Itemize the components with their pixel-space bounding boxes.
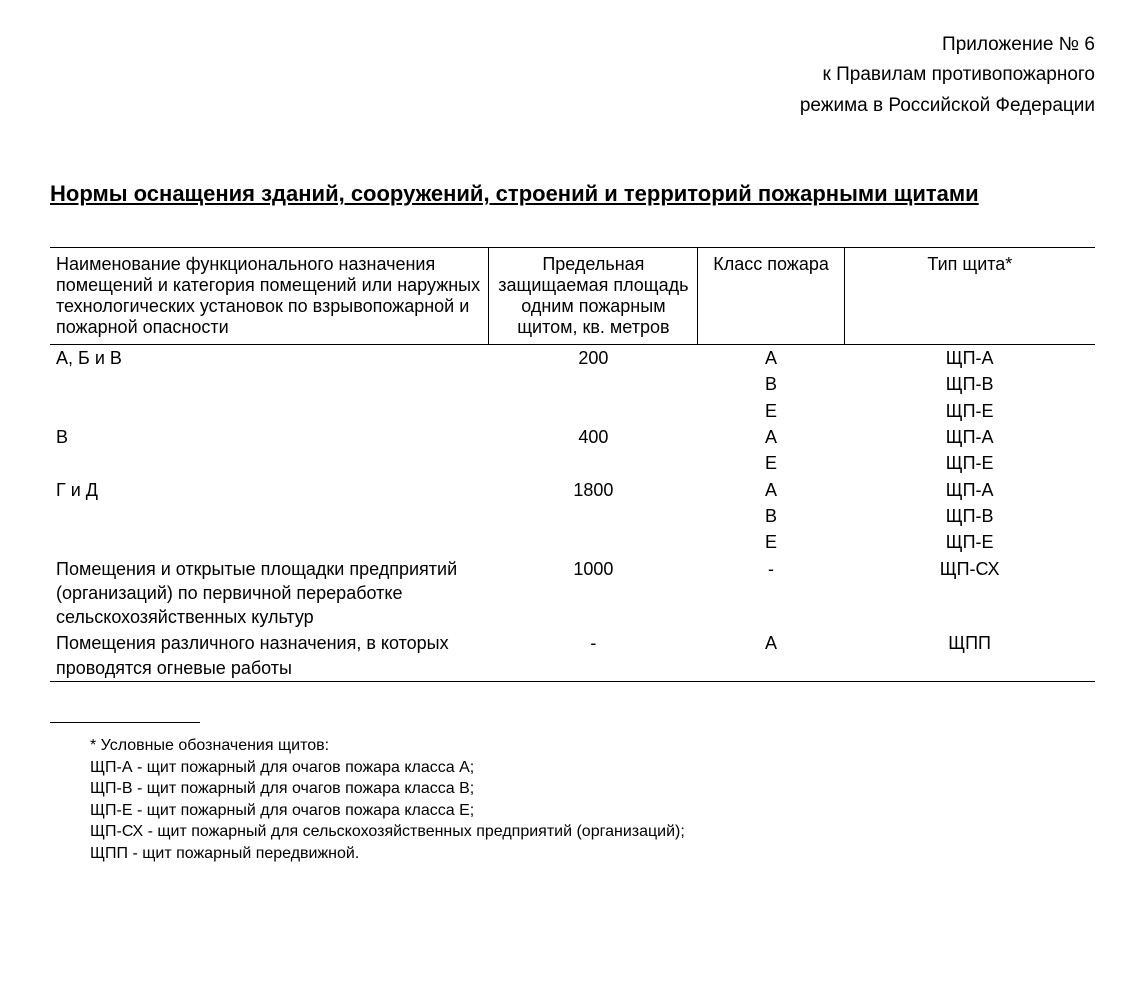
cell-name — [50, 398, 489, 424]
cell-type: ЩП-СХ — [844, 556, 1095, 631]
footnote-item: ЩП-Е - щит пожарный для очагов пожара кл… — [90, 800, 1095, 822]
cell-class: А — [698, 630, 844, 681]
table-row: Г и Д1800АЩП-А — [50, 477, 1095, 503]
table-body: А, Б и В200АЩП-АВЩП-ВЕЩП-ЕВ400АЩП-АЕЩП-Е… — [50, 345, 1095, 682]
header-line-1: Приложение № 6 — [50, 30, 1095, 60]
col-header-type: Тип щита* — [844, 248, 1095, 345]
cell-area: 400 — [489, 424, 698, 450]
footnote-item: ЩП-СХ - щит пожарный для сельскохозяйств… — [90, 821, 1095, 843]
cell-type: ЩП-В — [844, 371, 1095, 397]
footnote-item: ЩП-А - щит пожарный для очагов пожара кл… — [90, 757, 1095, 779]
cell-type: ЩП-Е — [844, 398, 1095, 424]
footnote-separator — [50, 722, 200, 723]
cell-class: А — [698, 477, 844, 503]
cell-type: ЩП-А — [844, 345, 1095, 372]
document-title: Нормы оснащения зданий, сооружений, стро… — [50, 181, 1095, 207]
footnote-item: ЩП-В - щит пожарный для очагов пожара кл… — [90, 778, 1095, 800]
cell-class: Е — [698, 398, 844, 424]
cell-type: ЩПП — [844, 630, 1095, 681]
table-row: ЕЩП-Е — [50, 450, 1095, 476]
cell-class: Е — [698, 450, 844, 476]
cell-name — [50, 503, 489, 529]
cell-name — [50, 371, 489, 397]
cell-area — [489, 450, 698, 476]
cell-name — [50, 529, 489, 555]
cell-area: 200 — [489, 345, 698, 372]
cell-area — [489, 398, 698, 424]
cell-class: А — [698, 424, 844, 450]
footnote-item: ЩПП - щит пожарный передвижной. — [90, 843, 1095, 865]
cell-type: ЩП-А — [844, 477, 1095, 503]
col-header-name: Наименование функционального назначения … — [50, 248, 489, 345]
cell-class: В — [698, 371, 844, 397]
cell-area — [489, 371, 698, 397]
table-row: ЕЩП-Е — [50, 529, 1095, 555]
cell-class: А — [698, 345, 844, 372]
cell-class: - — [698, 556, 844, 631]
table-row: А, Б и В200АЩП-А — [50, 345, 1095, 372]
cell-area: 1000 — [489, 556, 698, 631]
document-header: Приложение № 6 к Правилам противопожарно… — [50, 30, 1095, 121]
cell-name — [50, 450, 489, 476]
standards-table: Наименование функционального назначения … — [50, 247, 1095, 682]
cell-name: Помещения и открытые площадки предприяти… — [50, 556, 489, 631]
footnote-intro: * Условные обозначения щитов: — [90, 735, 1095, 757]
cell-class: Е — [698, 529, 844, 555]
table-row: В400АЩП-А — [50, 424, 1095, 450]
cell-name: Г и Д — [50, 477, 489, 503]
cell-type: ЩП-Е — [844, 450, 1095, 476]
table-row: ВЩП-В — [50, 503, 1095, 529]
table-row: ВЩП-В — [50, 371, 1095, 397]
cell-class: В — [698, 503, 844, 529]
cell-type: ЩП-А — [844, 424, 1095, 450]
table-header-row: Наименование функционального назначения … — [50, 248, 1095, 345]
header-line-3: режима в Российской Федерации — [50, 91, 1095, 121]
cell-name: В — [50, 424, 489, 450]
header-line-2: к Правилам противопожарного — [50, 60, 1095, 90]
footnotes: * Условные обозначения щитов: ЩП-А - щит… — [90, 735, 1095, 865]
cell-area: 1800 — [489, 477, 698, 503]
table-row: Помещения и открытые площадки предприяти… — [50, 556, 1095, 631]
cell-area — [489, 503, 698, 529]
cell-name: А, Б и В — [50, 345, 489, 372]
cell-name: Помещения различного назначения, в котор… — [50, 630, 489, 681]
col-header-class: Класс пожара — [698, 248, 844, 345]
table-row: Помещения различного назначения, в котор… — [50, 630, 1095, 681]
cell-area — [489, 529, 698, 555]
cell-area: - — [489, 630, 698, 681]
cell-type: ЩП-Е — [844, 529, 1095, 555]
cell-type: ЩП-В — [844, 503, 1095, 529]
col-header-area: Предельная защищаемая площадь одним пожа… — [489, 248, 698, 345]
table-row: ЕЩП-Е — [50, 398, 1095, 424]
